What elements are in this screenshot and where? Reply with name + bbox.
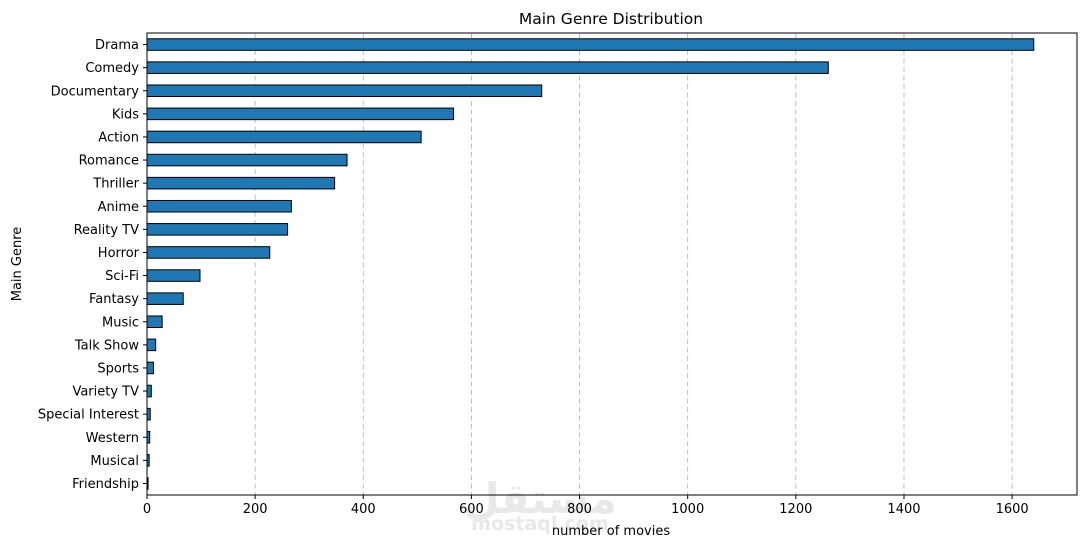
x-tick-label: 800 (567, 502, 592, 517)
y-tick-label: Action (98, 130, 139, 145)
y-tick-label: Reality TV (74, 223, 140, 238)
y-tick-label: Musical (90, 454, 139, 469)
watermark-latin: mostaql.com (471, 513, 609, 535)
bar (146, 361, 154, 375)
x-tick-label: 0 (143, 502, 151, 517)
y-tick-label: Comedy (85, 61, 139, 76)
y-tick-label: Fantasy (89, 292, 139, 307)
y-tick-label: Music (102, 315, 139, 330)
chart-title: Main Genre Distribution (519, 10, 703, 28)
gridlines (146, 33, 1013, 495)
y-tick-label: Sci-Fi (105, 269, 139, 284)
x-tick-label: 1400 (887, 502, 920, 517)
bar (146, 338, 157, 352)
y-tick-label: Talk Show (74, 338, 139, 353)
x-axis-ticks: 0 200 400 600 800 1000 1200 1400 1600 (143, 495, 1029, 517)
bar (146, 176, 336, 190)
bar (146, 315, 163, 329)
bar (146, 269, 201, 282)
x-tick-label: 1200 (779, 502, 812, 517)
y-tick-label: Romance (79, 154, 139, 169)
bar (146, 199, 292, 213)
bar (146, 130, 422, 144)
bar (146, 246, 271, 259)
x-axis-title: number of movies (552, 524, 670, 539)
y-axis-ticks: Drama Comedy Documentary Kids Action Romance T… (38, 38, 147, 492)
bar (146, 107, 455, 121)
bars (146, 38, 1035, 490)
y-tick-label: Documentary (51, 84, 140, 99)
bar (146, 153, 348, 167)
x-tick-label: 600 (459, 502, 484, 517)
y-tick-label: Friendship (72, 477, 139, 492)
x-tick-label: 200 (243, 502, 268, 517)
watermark-arabic: مستقل (463, 474, 617, 523)
y-axis-title: Main Genre (10, 227, 25, 302)
bar (146, 223, 289, 236)
y-tick-label: Sports (97, 361, 139, 376)
bar (146, 38, 1035, 51)
y-tick-label: Special Interest (38, 408, 139, 423)
y-tick-label: Thriller (92, 177, 139, 192)
y-tick-label: Anime (98, 200, 139, 215)
x-tick-label: 400 (351, 502, 376, 517)
y-tick-label: Western (86, 431, 139, 446)
watermark: مستقل mostaql.com (463, 474, 617, 535)
bar (146, 61, 829, 74)
plot-frame (146, 32, 1078, 496)
bar (146, 384, 152, 398)
y-tick-label: Horror (98, 246, 140, 261)
y-tick-label: Variety TV (72, 385, 139, 400)
y-tick-label: Kids (112, 107, 139, 122)
x-tick-label: 1600 (996, 502, 1029, 517)
bar (146, 84, 543, 98)
x-tick-label: 1000 (671, 502, 704, 517)
bar (146, 292, 184, 305)
y-tick-label: Drama (95, 38, 139, 53)
